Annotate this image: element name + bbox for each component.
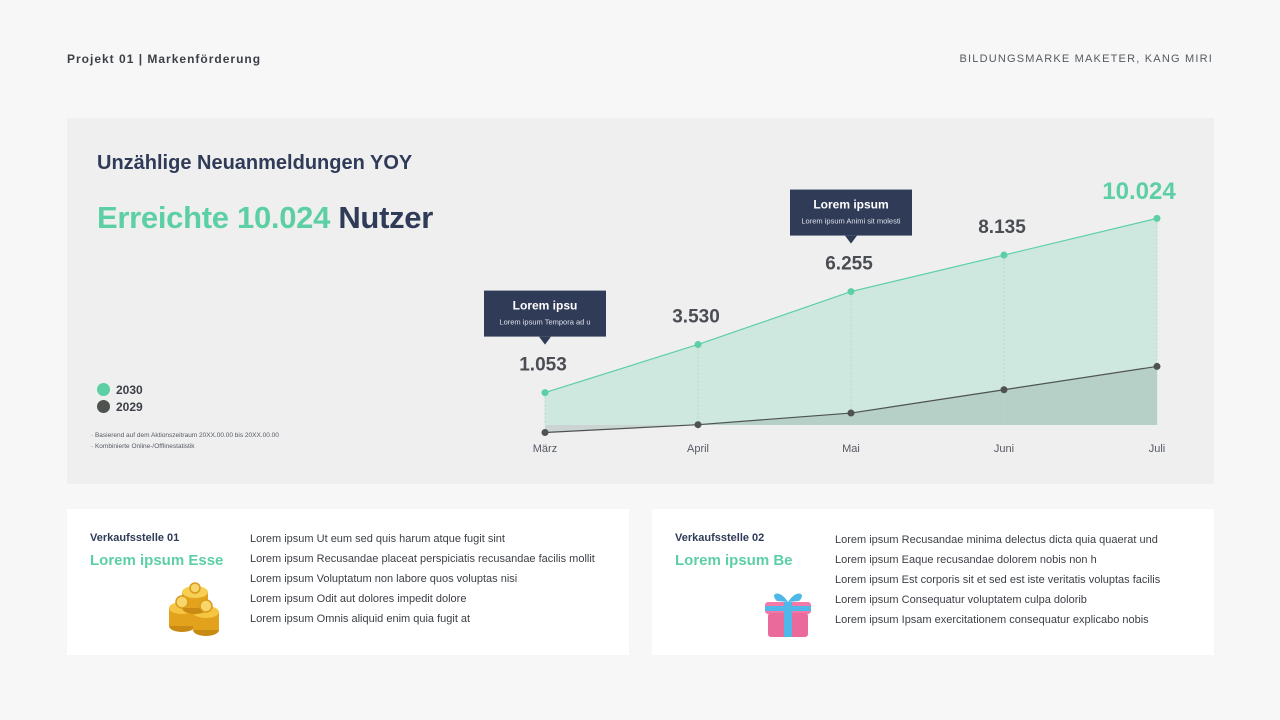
card-title: Verkaufsstelle 01 — [90, 532, 180, 544]
callout-pointer — [539, 336, 551, 345]
panel-headline: Erreichte 10.024 Nutzer — [97, 200, 433, 236]
legend-item-2029: 2029 — [97, 398, 143, 415]
area-chart: 1.053 3.530 6.255 8.135 10.024 März April Mai Ju… — [484, 178, 1176, 455]
headline-rest: Nutzer — [330, 200, 433, 235]
sales-card-1: Verkaufsstelle 01 Lorem ipsum Esse Lorem… — [67, 509, 629, 655]
chart-legend: 2030 2029 — [97, 381, 143, 415]
callout-box — [790, 189, 912, 236]
series-2030-point — [541, 389, 549, 397]
list-item: Lorem ipsum Eaque recusandae dolorem nob… — [835, 554, 1097, 566]
chart-panel: Unzählige Neuanmeldungen YOY Erreichte 1… — [67, 118, 1214, 484]
panel-subtitle: Unzählige Neuanmeldungen YOY — [97, 152, 413, 174]
x-tick-label: April — [687, 443, 709, 455]
legend-label: 2030 — [116, 382, 143, 397]
series-2030-point — [847, 288, 855, 296]
card-list: Lorem ipsum Recusandae minima delectus d… — [835, 533, 1160, 633]
card-subtitle: Lorem ipsum Be — [675, 552, 793, 569]
series-2030-point — [1153, 214, 1161, 222]
list-item: Lorem ipsum Odit aut dolores impedit dol… — [250, 593, 467, 605]
card-subtitle: Lorem ipsum Esse — [90, 552, 224, 569]
list-item: Lorem ipsum Recusandae minima delectus d… — [835, 534, 1158, 546]
legend-item-2030: 2030 — [97, 381, 143, 398]
list-item: Lorem ipsum Est corporis sit et sed est … — [835, 574, 1161, 586]
data-label: 3.530 — [672, 306, 720, 327]
callout-pointer — [845, 235, 857, 244]
sales-card-2: Verkaufsstelle 02 Lorem ipsum Be Lorem i… — [652, 509, 1214, 655]
legend-label: 2029 — [116, 399, 143, 414]
data-label: 8.135 — [978, 217, 1026, 238]
x-tick-label: Juni — [994, 443, 1014, 455]
list-item: Lorem ipsum Ut eum sed quis harum atque … — [250, 533, 505, 545]
footnote: · Kombinierte Online-/Offlinestatistik — [91, 443, 195, 450]
callout-box — [484, 290, 606, 337]
data-label: 10.024 — [1102, 178, 1176, 205]
list-item: Lorem ipsum Ipsam exercitationem consequ… — [835, 614, 1149, 626]
list-item: Lorem ipsum Voluptatum non labore quos v… — [250, 573, 518, 585]
data-label: 1.053 — [519, 355, 567, 376]
callout-text: Lorem ipsum Animi sit molesti — [801, 217, 901, 226]
list-item: Lorem ipsum Consequatur voluptatem culpa… — [835, 594, 1087, 606]
data-label: 6.255 — [825, 254, 873, 275]
series-2030-point — [694, 340, 702, 348]
footnotes: · Basierend auf dem Aktionszeitraum 20XX… — [91, 430, 279, 452]
list-item: Lorem ipsum Omnis aliquid enim quia fugi… — [250, 613, 471, 625]
series-2029-point — [847, 409, 855, 417]
footnote: · Basierend auf dem Aktionszeitraum 20XX… — [91, 432, 279, 439]
series-2029-point — [541, 428, 549, 436]
callout-title: Lorem ipsu — [513, 299, 578, 313]
series-2030-point — [1000, 251, 1008, 259]
list-item: Lorem ipsum Recusandae placeat perspicia… — [250, 553, 595, 565]
legend-dot-icon — [97, 400, 110, 413]
card-list: Lorem ipsum Ut eum sed quis harum atque … — [250, 532, 595, 632]
project-title: Projekt 01 | Markenförderung — [67, 52, 262, 66]
legend-dot-icon — [97, 383, 110, 396]
callout-title: Lorem ipsum — [813, 198, 888, 212]
x-tick-label: März — [533, 443, 557, 455]
series-2029-point — [1153, 362, 1161, 370]
gift-icon — [765, 593, 811, 637]
x-tick-label: Juli — [1149, 443, 1166, 455]
series-2029-point — [694, 421, 702, 429]
headline-highlight: Erreichte 10.024 — [97, 200, 331, 235]
brand-name: BILDUNGSMARKE MAKETER, KANG MIRI — [959, 53, 1213, 65]
callout-text: Lorem ipsum Tempora ad u — [499, 318, 590, 327]
coins-icon — [169, 582, 219, 636]
series-2029-point — [1000, 386, 1008, 394]
card-title: Verkaufsstelle 02 — [675, 532, 765, 544]
x-tick-label: Mai — [842, 443, 860, 455]
